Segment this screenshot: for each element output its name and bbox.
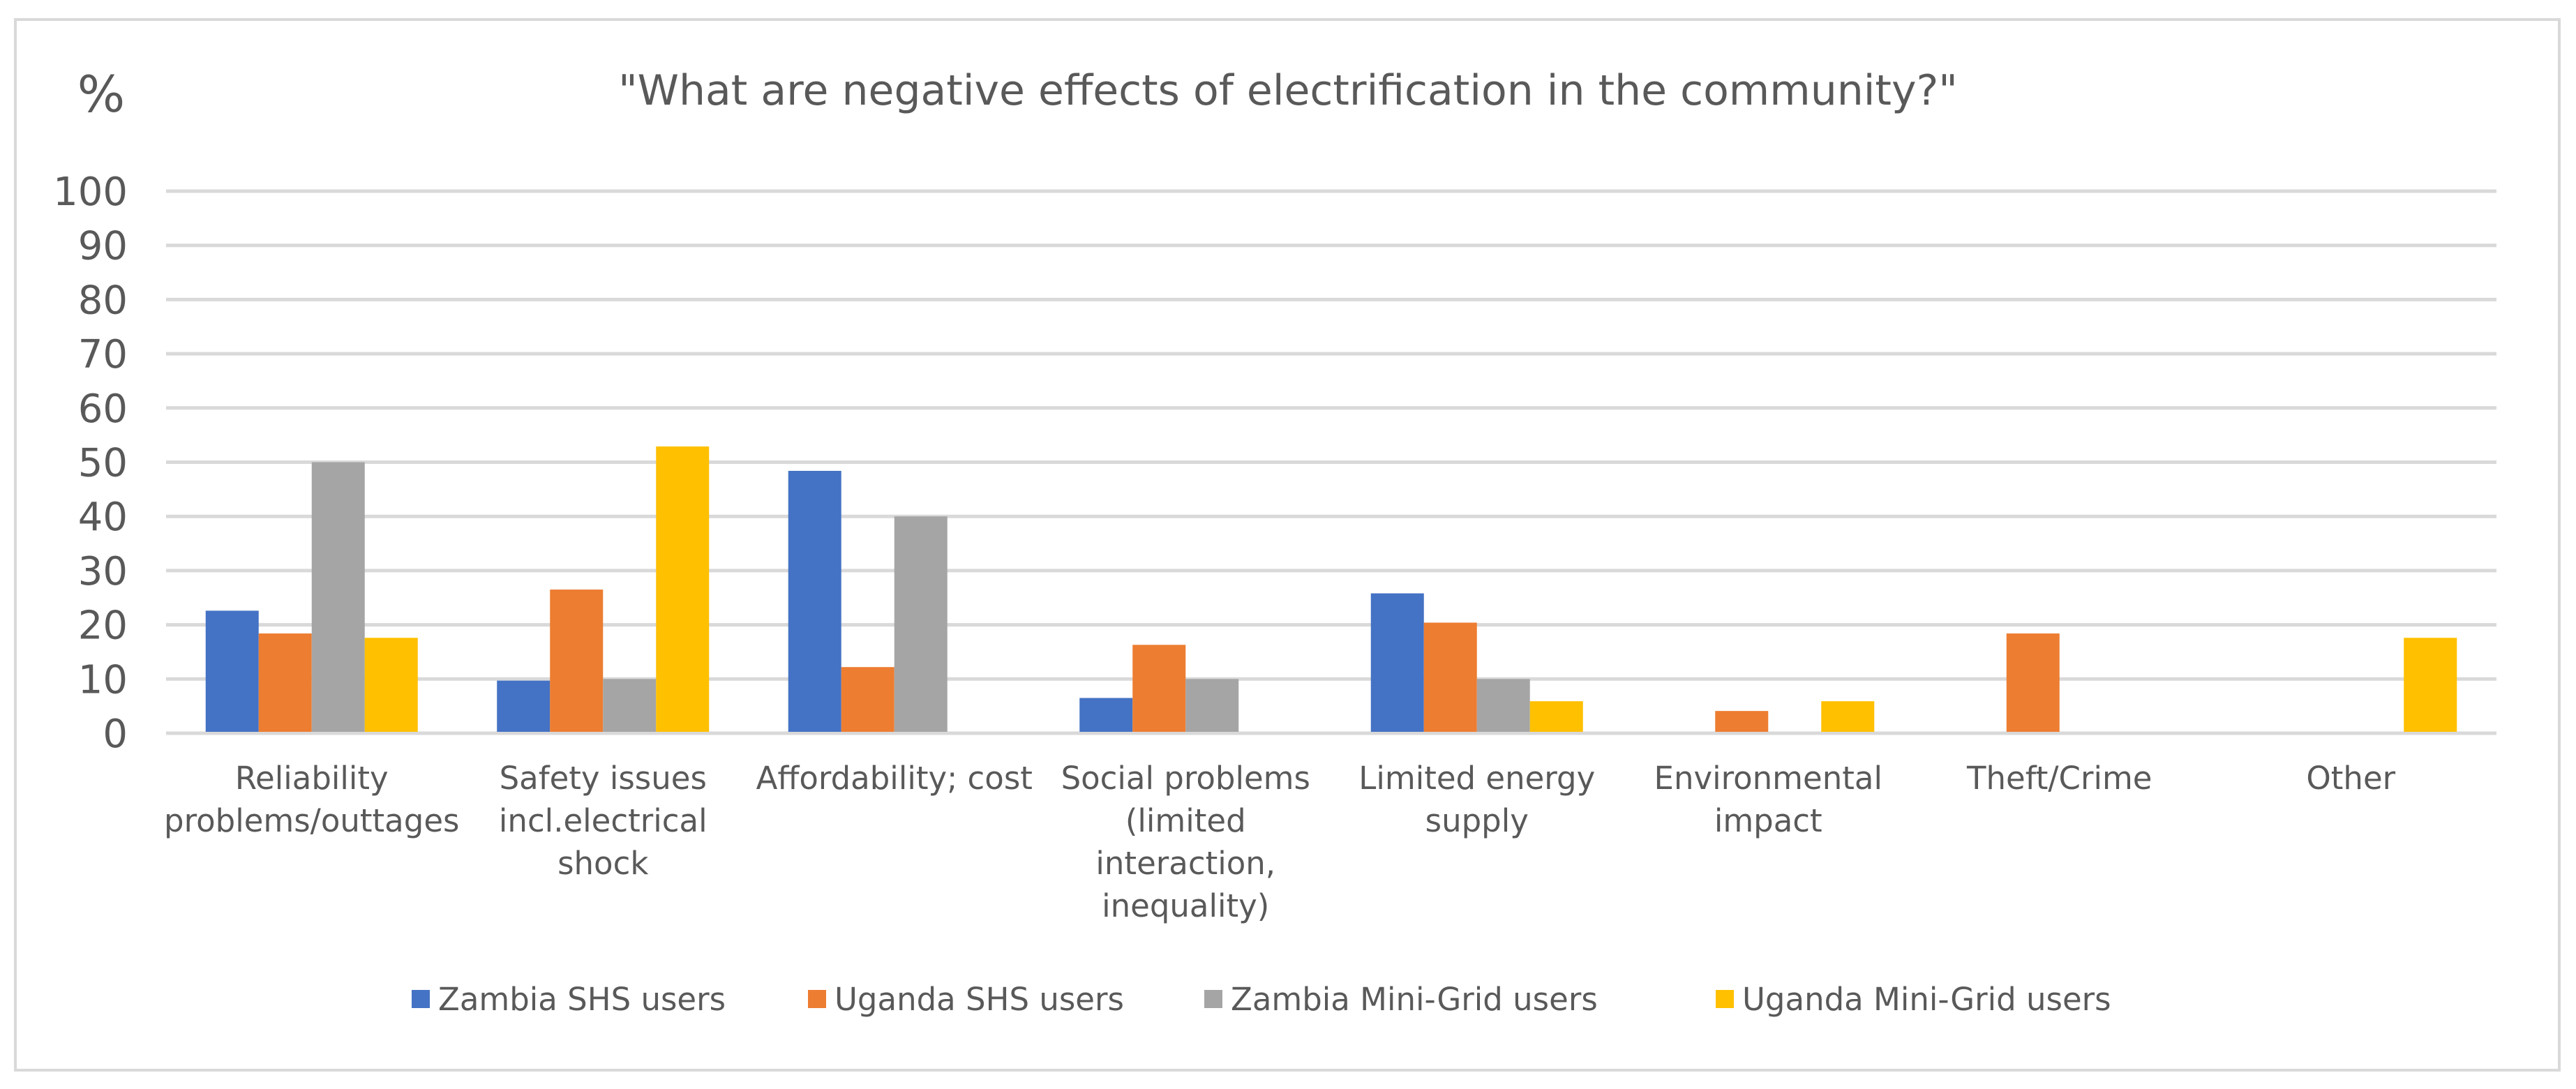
chart-title: "What are negative effects of electrific… xyxy=(618,66,1958,115)
legend-swatch xyxy=(1716,990,1734,1008)
x-category-label: interaction, xyxy=(1095,845,1275,882)
bar-zambia-shs-users-4 xyxy=(1370,593,1424,732)
y-tick-label: 40 xyxy=(78,495,128,540)
bar-series xyxy=(205,446,2457,732)
bar-uganda-mini-grid-users-0 xyxy=(364,638,418,732)
legend-label: Zambia SHS users xyxy=(438,981,726,1018)
gridlines xyxy=(166,189,2496,735)
bar-zambia-mini-grid-users-1 xyxy=(603,679,657,732)
y-tick-label: 10 xyxy=(78,657,128,703)
bar-uganda-mini-grid-users-5 xyxy=(1821,701,1875,732)
legend-label: Uganda Mini-Grid users xyxy=(1742,981,2111,1018)
x-category-label: shock xyxy=(557,845,648,882)
bar-zambia-shs-users-0 xyxy=(205,610,259,732)
bar-zambia-mini-grid-users-0 xyxy=(311,462,365,732)
y-tick-label: 50 xyxy=(78,441,128,486)
bar-zambia-shs-users-3 xyxy=(1079,698,1133,732)
x-category-label: Limited energy xyxy=(1358,760,1595,797)
x-category-label: Environmental xyxy=(1654,760,1882,797)
bar-uganda-shs-users-6 xyxy=(2006,633,2060,732)
x-category-label: problems/outtages xyxy=(164,802,459,839)
bar-zambia-mini-grid-users-3 xyxy=(1185,679,1239,732)
x-category-label: inequality) xyxy=(1102,887,1269,924)
bar-uganda-shs-users-2 xyxy=(841,667,894,732)
y-tick-label: 100 xyxy=(53,170,128,215)
y-tick-label: 30 xyxy=(78,549,128,594)
y-tick-label: 90 xyxy=(78,224,128,269)
legend-swatch xyxy=(1204,990,1222,1008)
bar-zambia-shs-users-1 xyxy=(497,680,551,732)
x-category-label: Affordability; cost xyxy=(756,760,1033,797)
x-category-label: Reliability xyxy=(235,760,389,797)
bar-zambia-mini-grid-users-2 xyxy=(894,516,948,732)
bar-uganda-mini-grid-users-1 xyxy=(656,446,710,732)
y-tick-label: 0 xyxy=(103,712,128,757)
x-axis-labels: Reliability problems/outtages Safety issue… xyxy=(164,760,2396,924)
bar-uganda-shs-users-3 xyxy=(1132,645,1186,732)
legend-label: Uganda SHS users xyxy=(834,981,1124,1018)
bar-uganda-shs-users-0 xyxy=(258,633,312,732)
bar-uganda-mini-grid-users-7 xyxy=(2404,638,2457,732)
bar-uganda-shs-users-1 xyxy=(550,589,604,732)
bar-uganda-mini-grid-users-4 xyxy=(1529,701,1583,732)
x-category-label: (limited xyxy=(1125,802,1246,839)
chart-frame xyxy=(14,18,2561,1072)
y-tick-label: 60 xyxy=(78,386,128,432)
bar-uganda-shs-users-5 xyxy=(1715,711,1769,732)
bar-zambia-shs-users-2 xyxy=(788,470,841,732)
x-category-label: Safety issues xyxy=(500,760,707,797)
legend-label: Zambia Mini-Grid users xyxy=(1231,981,1598,1018)
x-category-label: Theft/Crime xyxy=(1966,760,2152,797)
y-tick-label: 20 xyxy=(78,603,128,649)
y-axis-unit: % xyxy=(77,65,125,123)
x-category-label: impact xyxy=(1714,802,1822,839)
bar-zambia-mini-grid-users-4 xyxy=(1476,679,1530,732)
x-category-label: incl.electrical xyxy=(499,802,707,839)
legend-swatch xyxy=(808,990,826,1008)
y-tick-label: 80 xyxy=(78,278,128,323)
legend: Zambia SHS users Uganda SHS users Zambia M… xyxy=(412,981,2111,1018)
x-category-label: Social problems xyxy=(1061,760,1310,797)
x-category-label: Other xyxy=(2306,760,2395,797)
bar-uganda-shs-users-4 xyxy=(1423,622,1477,732)
y-axis-ticks: 0 10 20 30 40 50 60 70 80 90 100 xyxy=(53,170,128,757)
x-category-label: supply xyxy=(1425,802,1529,839)
y-tick-label: 70 xyxy=(78,332,128,377)
legend-swatch xyxy=(412,990,430,1008)
